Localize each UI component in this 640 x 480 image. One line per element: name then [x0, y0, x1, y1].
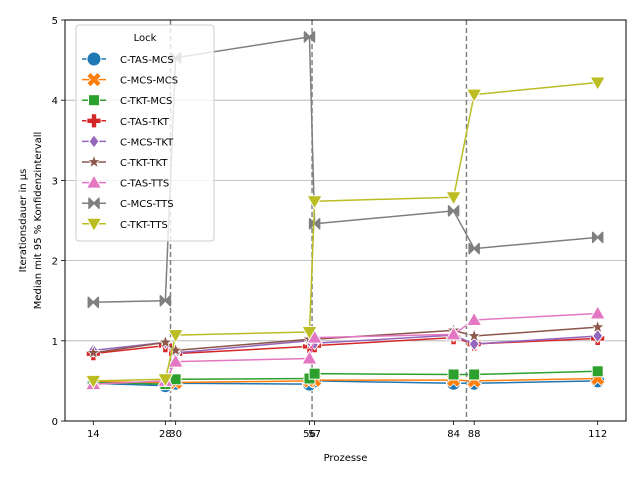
data-point: [87, 296, 100, 309]
legend: Lock C-TAS-MCS C-MCS-MCS C-TKT-MCS C-TAS-TK…: [75, 24, 215, 242]
legend-marker: [85, 217, 103, 233]
y-tick-label: 1: [52, 337, 58, 348]
legend-marker: [86, 71, 102, 88]
y-tick-label: 4: [52, 96, 58, 107]
legend-marker: [86, 113, 102, 129]
data-point: [447, 368, 460, 381]
series-c-tkt-tts: [84, 76, 607, 390]
legend-item-c-tkt-tts: C-TKT-TTS: [82, 217, 168, 233]
legend-item-c-mcs-tkt: C-MCS-TKT: [82, 134, 174, 149]
y-axis-label-line2: Median mit 95 % Konfidenzintervall: [33, 132, 44, 310]
y-tick-label: 3: [52, 176, 58, 187]
data-point: [159, 294, 172, 307]
x-tick-label: 112: [588, 429, 607, 440]
data-point: [156, 373, 174, 388]
series-line: [93, 81, 598, 382]
y-tick-label: 0: [52, 417, 58, 428]
data-point: [465, 311, 483, 326]
legend-label: C-TKT-TTS: [120, 220, 168, 231]
data-point: [589, 305, 607, 320]
data-point: [465, 88, 483, 104]
data-point: [468, 242, 480, 255]
data-point: [84, 374, 102, 390]
data-point: [303, 31, 316, 43]
data-point: [85, 344, 102, 360]
series-line: [93, 36, 598, 304]
legend-box: [75, 24, 215, 242]
legend-marker: [88, 197, 100, 209]
y-tick-label: 5: [52, 16, 58, 27]
legend-item-c-tkt-tkt: C-TKT-TKT: [82, 153, 168, 169]
x-tick-label: 88: [468, 429, 481, 440]
legend-label: C-TAS-TTS: [120, 179, 169, 190]
legend-item-c-mcs-tts: C-MCS-TTS: [82, 197, 174, 210]
legend-label: C-TAS-MCS: [120, 55, 174, 66]
x-tick-label: 57: [308, 429, 321, 440]
data-point: [308, 217, 321, 230]
legend-item-c-mcs-mcs: C-MCS-MCS: [82, 71, 178, 88]
x-tick-label: 14: [87, 429, 100, 440]
data-point: [308, 367, 321, 380]
data-point: [301, 325, 318, 341]
legend-marker: [85, 174, 103, 189]
data-point: [592, 328, 604, 344]
data-point: [157, 334, 174, 350]
legend-item-c-tkt-mcs: C-TKT-MCS: [82, 94, 172, 107]
x-tick-label: 30: [169, 429, 182, 440]
y-axis-label-line1: Iterationsdauer in µs: [18, 169, 29, 273]
data-point: [447, 205, 460, 217]
legend-label: C-MCS-MCS: [120, 76, 178, 87]
legend-marker: [88, 94, 100, 107]
y-tick-label: 2: [52, 257, 58, 268]
legend-marker: [86, 153, 102, 169]
series-layer: [84, 31, 607, 394]
data-point: [468, 368, 481, 381]
data-point: [591, 365, 604, 378]
data-point: [445, 191, 462, 206]
data-point: [466, 327, 482, 343]
data-point: [167, 353, 185, 368]
legend-title: Lock: [134, 33, 157, 44]
data-point: [301, 349, 318, 365]
legend-item-c-tas-mcs: C-TAS-MCS: [82, 51, 174, 67]
x-axis-label: Prozesse: [324, 453, 368, 464]
data-point: [589, 318, 606, 334]
y-axis-ticks: 0 1 2 3 4 5: [52, 16, 65, 428]
legend-items: C-TAS-MCS C-MCS-MCS C-TKT-MCS C-TAS-TKT C-MC…: [82, 51, 178, 233]
x-tick-label: 56: [303, 429, 316, 440]
legend-label: C-TAS-TKT: [120, 117, 170, 128]
data-point: [591, 231, 604, 244]
legend-marker: [88, 134, 100, 149]
axes-frame: [64, 19, 627, 422]
legend-label: C-MCS-TKT: [120, 137, 174, 148]
legend-label: C-TKT-MCS: [120, 96, 172, 107]
x-tick-label: 84: [447, 429, 460, 440]
data-point: [445, 325, 462, 341]
x-marker-shape: [86, 71, 102, 88]
legend-item-c-tas-tts: C-TAS-TTS: [82, 174, 169, 190]
x-tick-label: 28: [159, 429, 172, 440]
data-point: [589, 76, 607, 92]
legend-label: C-TKT-TKT: [120, 158, 168, 169]
legend-label: C-MCS-TTS: [120, 199, 174, 210]
data-point: [167, 329, 185, 344]
legend-marker: [86, 51, 102, 67]
legend-item-c-tas-tkt: C-TAS-TKT: [82, 113, 170, 129]
data-point: [306, 195, 323, 210]
